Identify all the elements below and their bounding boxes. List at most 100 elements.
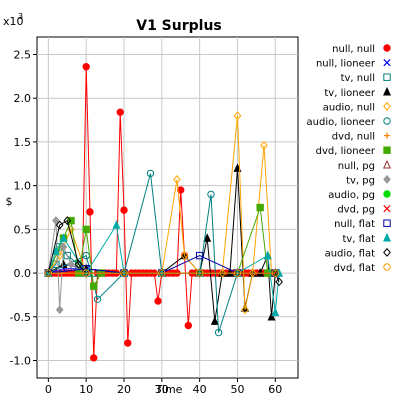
data-point <box>263 250 272 260</box>
legend-marker <box>383 204 391 213</box>
data-point <box>90 354 98 362</box>
data-point <box>256 203 264 212</box>
data-point <box>59 233 68 242</box>
legend-item: null, lioneer <box>316 58 391 70</box>
data-point <box>248 268 257 278</box>
x-axis-label: Time <box>155 383 183 396</box>
y-tick-label: 0.0 <box>14 267 32 280</box>
legend-marker <box>383 263 391 271</box>
y-axis-label: $ <box>6 195 13 208</box>
y-tick-label: 1.0 <box>14 180 32 193</box>
data-point <box>241 305 249 315</box>
data-point <box>195 251 204 260</box>
data-point <box>124 339 132 347</box>
data-point <box>55 305 64 315</box>
x-tick-label: 20 <box>117 383 131 396</box>
data-point <box>67 259 75 269</box>
legend-marker <box>383 232 391 242</box>
legend-item: audio, pg <box>328 190 391 201</box>
legend-label: dvd, flat <box>334 263 375 274</box>
legend-label: audio, null <box>323 102 375 113</box>
data-point <box>184 321 193 330</box>
legend-marker <box>383 219 391 227</box>
legend-marker <box>383 58 391 67</box>
data-point <box>271 269 280 277</box>
plot-area: 0 10 20 30 40 50 60 -1.0 -0.5 0.0 0.5 1.0 1.5 2.0 2.5 <box>10 36 299 396</box>
data-point <box>82 225 90 234</box>
data-point <box>44 269 53 277</box>
legend-marker <box>383 132 391 139</box>
y-tick-label: -0.5 <box>10 311 31 324</box>
legend-label: dvd, null <box>332 132 375 143</box>
data-point <box>116 108 124 116</box>
legend-label: dvd, lioneer <box>316 146 376 157</box>
y-multiplier-exponent: 3 <box>18 12 23 21</box>
data-point <box>59 242 68 252</box>
chart-title: V1 Surplus <box>136 18 222 34</box>
legend-marker <box>383 190 391 198</box>
legend-marker <box>383 159 391 169</box>
legend-item: null, pg <box>338 159 391 172</box>
data-point <box>93 295 102 304</box>
data-point <box>90 282 98 290</box>
data-point <box>158 269 166 277</box>
data-point <box>55 220 64 230</box>
data-point <box>203 233 212 242</box>
legend-item: dvd, pg <box>337 204 391 216</box>
legend-item: audio, lioneer <box>307 117 391 128</box>
y-tick-label: 1.5 <box>14 136 32 149</box>
x-tick-label: 30 <box>155 383 169 396</box>
data-point <box>82 269 90 277</box>
data-point <box>146 169 155 178</box>
legend-label: tv, pg <box>346 175 375 186</box>
legend-marker <box>383 117 391 125</box>
legend-marker <box>383 174 391 184</box>
x-tick-label: 50 <box>230 383 244 396</box>
legend-label: null, lioneer <box>316 59 376 70</box>
y-tick-label: 2.5 <box>14 48 32 61</box>
data-point <box>120 206 128 214</box>
data-point <box>63 251 71 260</box>
data-point <box>51 246 60 255</box>
legend-item: dvd, lioneer <box>316 146 391 157</box>
data-point <box>275 277 283 287</box>
data-point <box>74 259 83 269</box>
legend-item: audio, flat <box>325 247 391 259</box>
legend-label: null, null <box>332 44 375 55</box>
x-tick-label: 0 <box>45 383 52 396</box>
legend-item: tv, pg <box>346 174 391 186</box>
data-point <box>173 175 181 184</box>
data-point <box>233 111 242 121</box>
plot-frame <box>36 36 299 379</box>
legend-item: tv, flat <box>342 232 391 245</box>
data-point <box>63 216 72 226</box>
legend-item: dvd, null <box>332 132 391 143</box>
x-tick-label: 40 <box>193 383 207 396</box>
legend-item: dvd, flat <box>334 263 391 274</box>
legend-label: dvd, pg <box>337 205 375 216</box>
x-tick-label: 60 <box>268 383 282 396</box>
data-point <box>233 269 242 277</box>
legend: null, null null, lioneer tv, null tv, lione… <box>307 44 391 274</box>
y-tick-label: 2.0 <box>14 92 32 105</box>
data-point <box>218 268 227 278</box>
legend-label: audio, pg <box>328 190 375 201</box>
data-point <box>86 208 94 216</box>
legend-item: null, null <box>332 44 391 55</box>
legend-marker <box>383 101 391 111</box>
data-point <box>52 216 60 226</box>
legend-item: tv, null <box>341 73 391 84</box>
legend-label: tv, flat <box>342 234 375 245</box>
legend-label: null, flat <box>334 219 375 230</box>
y-multiplier-base: x10 <box>3 15 24 28</box>
x-tick-label: 10 <box>79 383 93 396</box>
legend-label: audio, lioneer <box>307 117 376 128</box>
legend-item: null, flat <box>334 219 391 230</box>
legend-marker <box>383 146 391 154</box>
y-tick-label: -1.0 <box>10 355 31 368</box>
data-point <box>120 269 128 277</box>
y-multiplier: x10 3 <box>3 12 24 28</box>
legend-marker <box>383 86 391 96</box>
data-point <box>180 251 189 261</box>
